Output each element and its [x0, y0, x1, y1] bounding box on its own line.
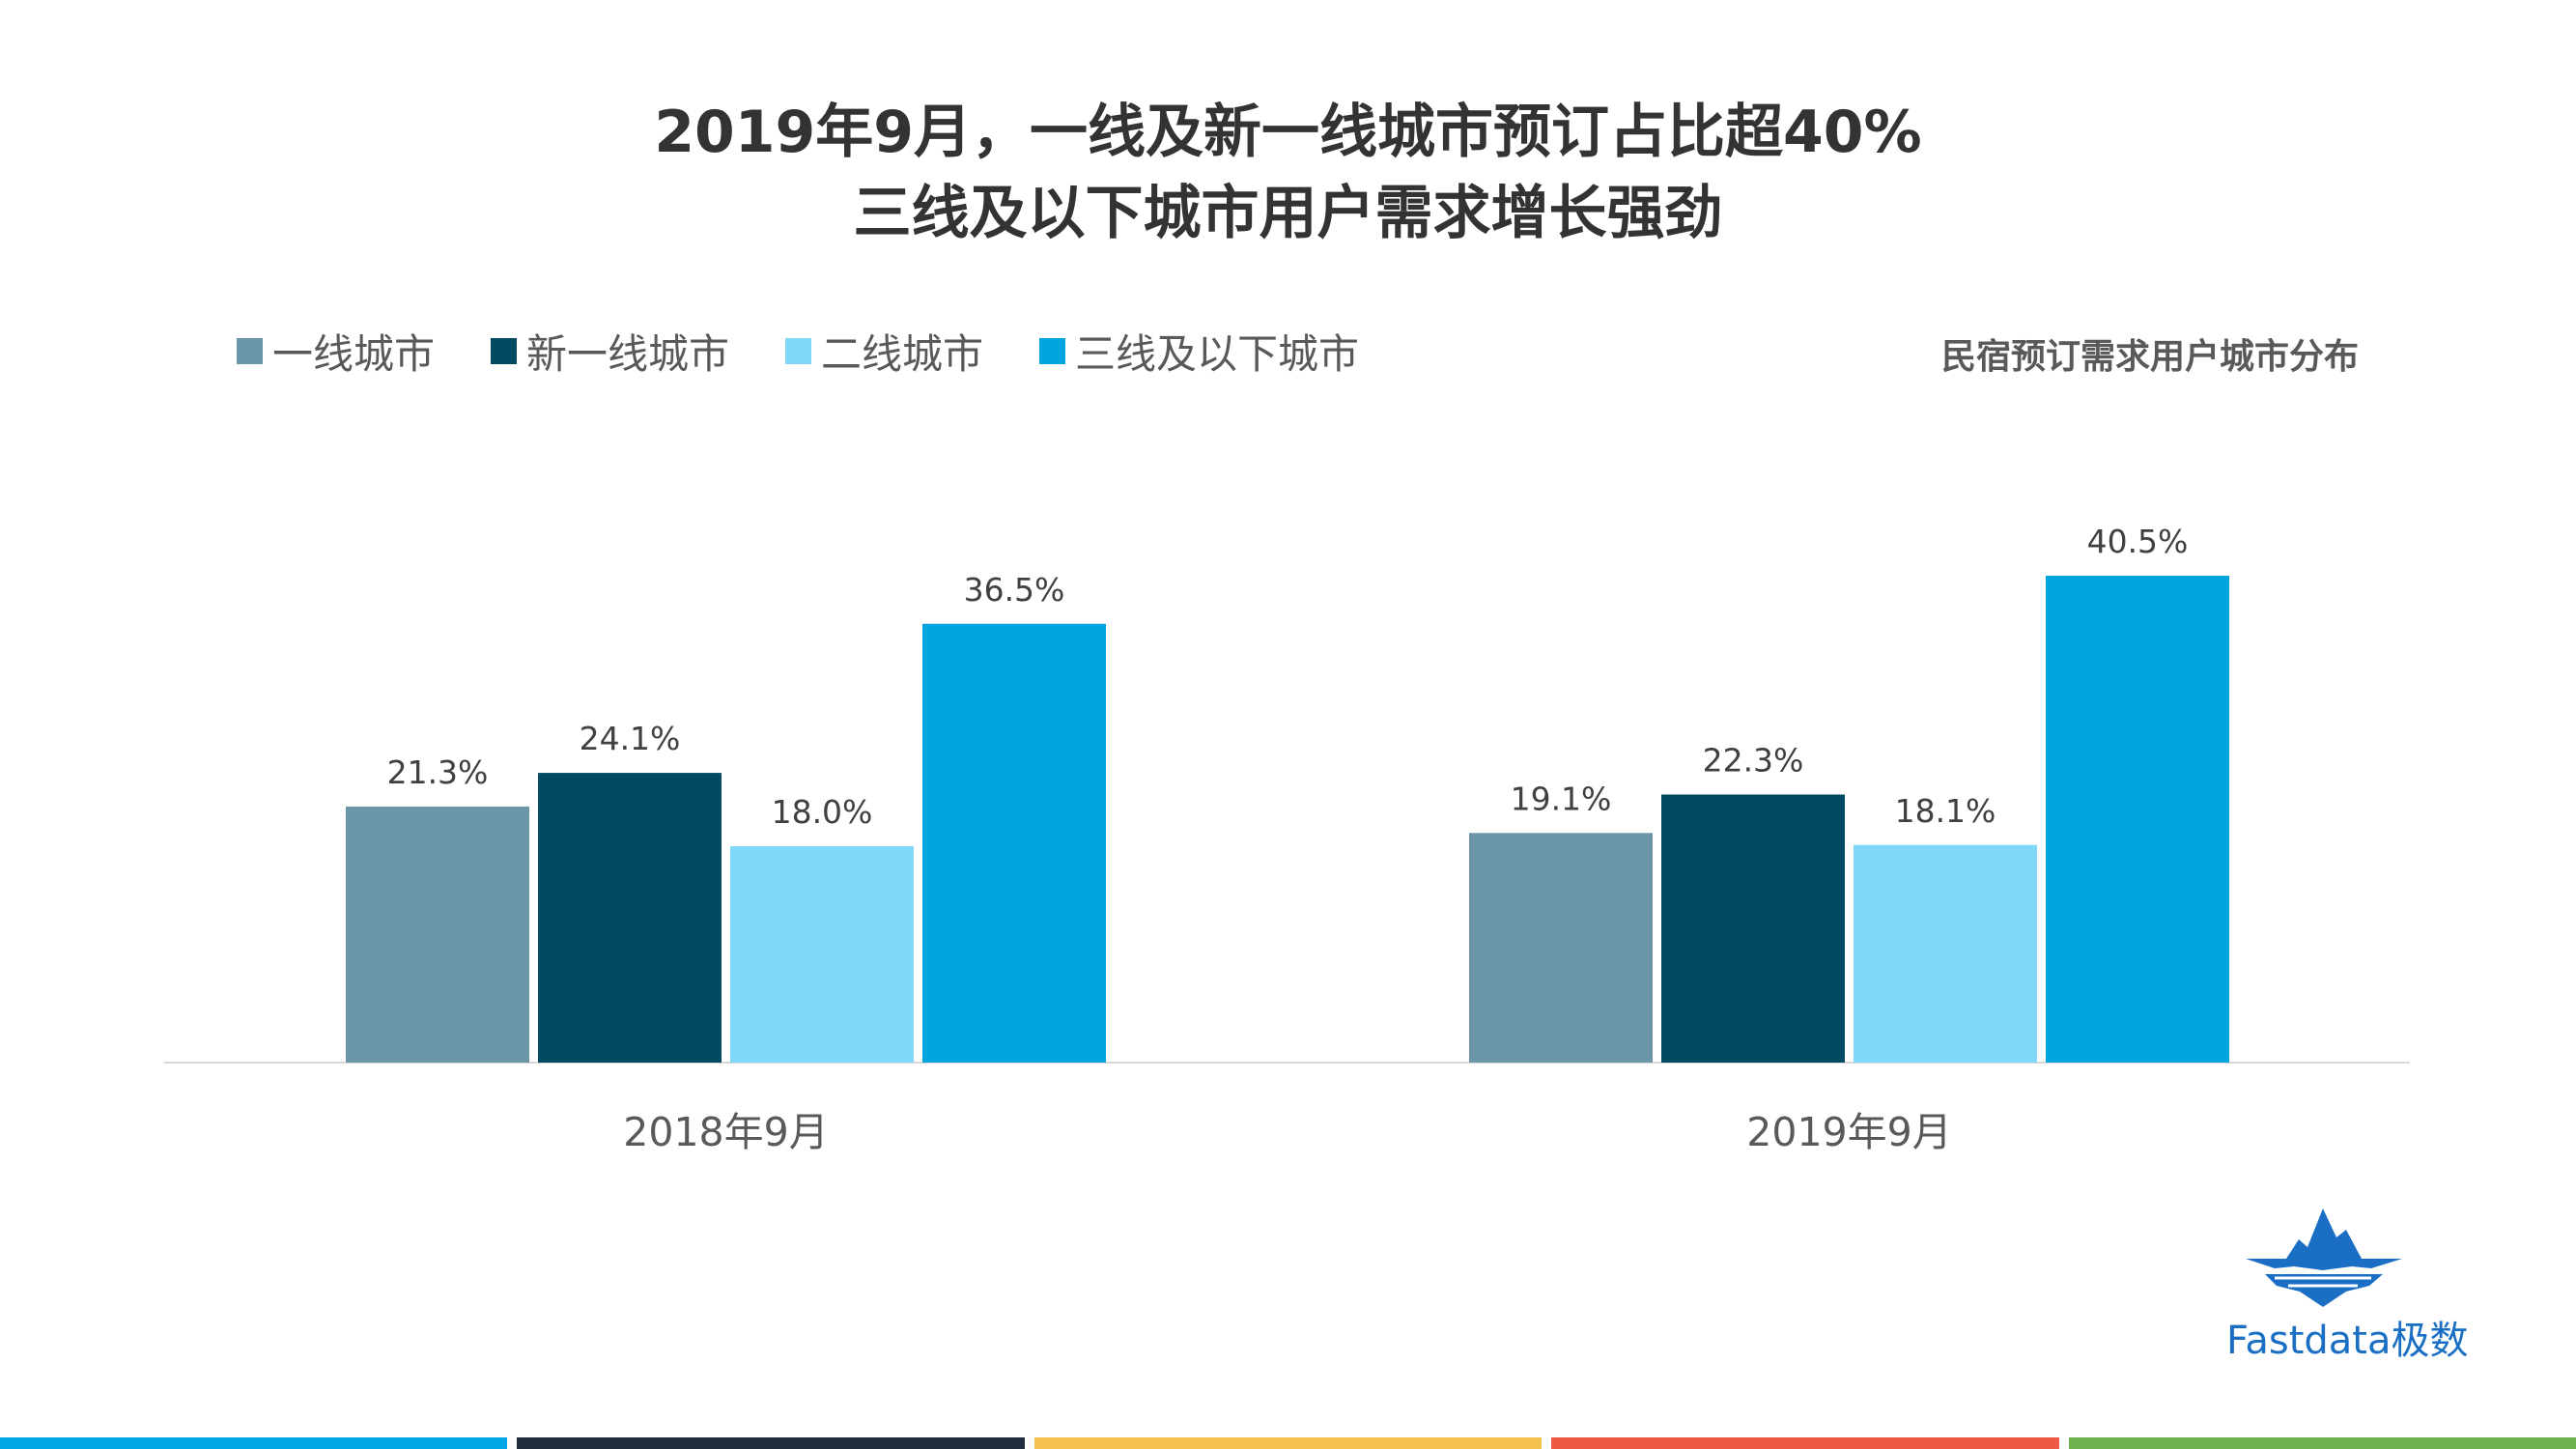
data-label-0-2: 18.0%: [772, 793, 873, 831]
data-label-0-1: 24.1%: [580, 720, 681, 757]
chart-caption: 民宿预订需求用户城市分布: [1940, 337, 2359, 377]
legend-swatch-new-tier1: [491, 337, 518, 364]
legend-swatch-tier1: [237, 337, 263, 364]
footer-segment: [1033, 1437, 1543, 1449]
legend-item-tier2: 二线城市: [785, 322, 983, 381]
footer-segment: [1551, 1437, 2059, 1449]
data-label-0-0: 21.3%: [387, 753, 489, 791]
chart-title-line1: 2019年9月，一线及新一线城市预订占比超40%: [654, 99, 1922, 166]
footer-segment: [0, 1437, 508, 1449]
iceberg-logo-icon: [2246, 1208, 2402, 1307]
legend-label-new-tier1: 新一线城市: [526, 329, 730, 378]
footer-segment: [2068, 1437, 2576, 1449]
logo-text: Fastdata极数: [2226, 1319, 2469, 1363]
logo: Fastdata极数: [2226, 1203, 2468, 1367]
bar-1-1: [1661, 794, 1845, 1063]
chart-title-line2: 三线及以下城市用户需求增长强劲: [853, 180, 1723, 247]
legend-label-tier3-below: 三线及以下城市: [1075, 329, 1360, 378]
bar-0-3: [922, 623, 1106, 1063]
chart-title: 2019年9月，一线及新一线城市预订占比超40% 三线及以下城市用户需求增长强劲: [0, 92, 2576, 254]
legend-item-new-tier1: 新一线城市: [491, 322, 729, 381]
legend-swatch-tier3-below: [1039, 337, 1066, 364]
bar-1-0: [1469, 833, 1653, 1063]
legend-label-tier1: 一线城市: [272, 329, 436, 378]
legend-swatch-tier2: [785, 337, 812, 364]
data-label-1-3: 40.5%: [2087, 523, 2189, 560]
legend-label-tier2: 二线城市: [821, 329, 984, 378]
bar-0-2: [730, 846, 914, 1063]
footer-color-bar: [0, 1437, 2576, 1449]
legend-item-tier1: 一线城市: [237, 322, 435, 381]
bar-1-3: [2046, 576, 2229, 1063]
x-tick-label-0: 2018年9月: [623, 1109, 828, 1155]
data-label-1-1: 22.3%: [1703, 741, 1804, 779]
data-label-0-3: 36.5%: [964, 571, 1065, 609]
legend-item-tier3-below: 三线及以下城市: [1039, 322, 1359, 381]
x-tick-label-1: 2019年9月: [1746, 1109, 1951, 1155]
legend: 一线城市 新一线城市 二线城市 三线及以下城市: [237, 324, 1415, 378]
footer-segment: [517, 1437, 1025, 1449]
data-label-1-2: 18.1%: [1895, 792, 1996, 830]
bar-1-2: [1854, 844, 2037, 1063]
data-label-1-0: 19.1%: [1511, 780, 1612, 817]
bar-0-1: [538, 773, 722, 1063]
bar-0-0: [346, 806, 529, 1063]
